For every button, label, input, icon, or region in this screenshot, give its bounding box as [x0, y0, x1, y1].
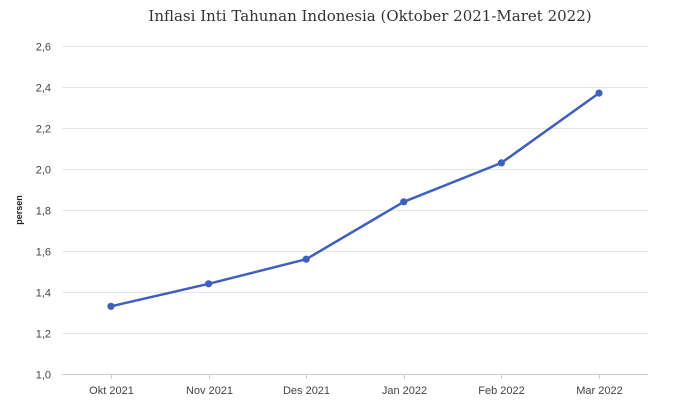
x-axis-ticks: Okt 2021 Nov 2021 Des 2021 Jan 2022 Feb 2022… [89, 374, 623, 397]
y-tick-label: 2,2 [36, 124, 51, 136]
y-tick-label: 2,0 [36, 165, 51, 177]
data-point[interactable] [107, 302, 115, 310]
data-point[interactable] [205, 280, 213, 288]
y-axis-label: persen [14, 195, 24, 225]
y-tick-label: 2,4 [36, 83, 51, 95]
x-tick-label: Des 2021 [283, 385, 330, 397]
y-tick-label: 1,6 [36, 247, 51, 259]
y-tick-label: 1,4 [36, 288, 51, 300]
y-tick-label: 1,8 [36, 206, 51, 218]
series-line [109, 91, 601, 308]
x-tick-label: Okt 2021 [89, 385, 134, 397]
data-point[interactable] [595, 89, 603, 97]
y-axis-ticks: 1,0 1,2 1,4 1,6 1,8 2,0 2,2 2,4 2,6 [36, 42, 51, 382]
x-tick-label: Nov 2021 [186, 385, 233, 397]
x-tick-label: Jan 2022 [382, 385, 427, 397]
x-tick-label: Feb 2022 [478, 385, 524, 397]
x-tick-label: Mar 2022 [576, 385, 622, 397]
data-point[interactable] [400, 198, 408, 206]
y-tick-label: 1,0 [36, 370, 51, 382]
data-point[interactable] [497, 159, 505, 167]
series-layer [107, 89, 603, 310]
y-tick-label: 2,6 [36, 42, 51, 54]
data-point[interactable] [302, 255, 310, 263]
y-tick-label: 1,2 [36, 329, 51, 341]
gridlines [62, 46, 648, 375]
chart-title: Inflasi Inti Tahunan Indonesia (Oktober … [148, 7, 591, 25]
